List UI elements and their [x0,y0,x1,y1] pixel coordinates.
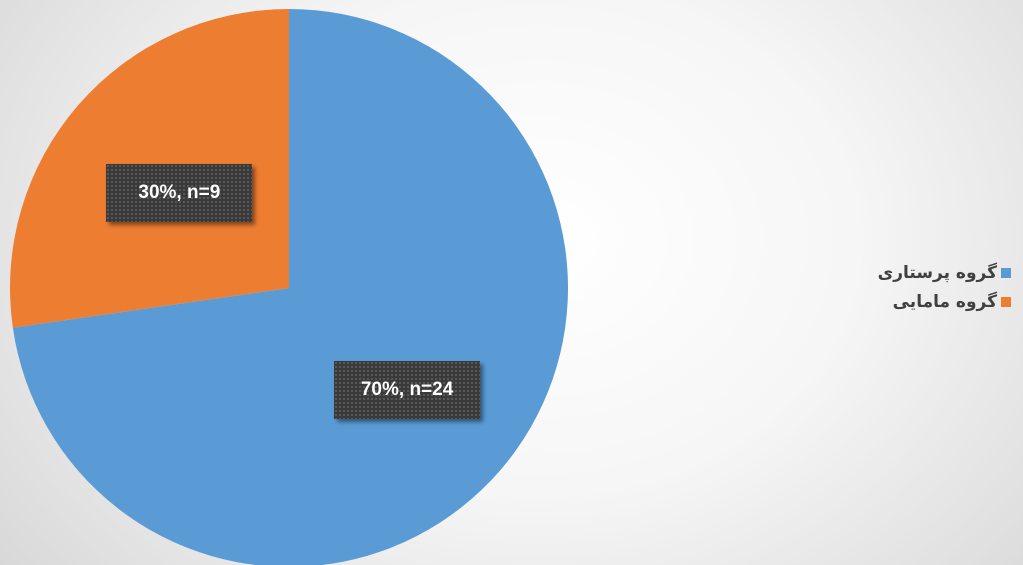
pie-slice-nursing [12,9,568,565]
data-label-nursing: 70%, n=24 [334,361,481,420]
legend-item-midwifery: گروه مامایی [878,287,1011,316]
legend-label-nursing: گروه پرستاری [877,262,997,283]
data-label-midwifery: 30%, n=9 [106,163,253,222]
legend-item-nursing: گروه پرستاری [878,258,1011,287]
chart-legend: گروه پرستاری گروه مامایی [878,258,1011,316]
legend-swatch-nursing [1001,267,1011,278]
legend-label-midwifery: گروه مامایی [892,291,997,312]
legend-swatch-midwifery [1001,296,1011,307]
